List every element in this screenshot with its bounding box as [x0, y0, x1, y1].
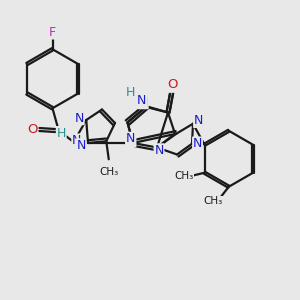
Text: H: H: [57, 127, 66, 140]
Text: H: H: [126, 86, 135, 99]
Text: N: N: [154, 144, 164, 157]
Text: N: N: [193, 137, 202, 150]
Text: N: N: [126, 134, 136, 146]
Text: O: O: [167, 79, 178, 92]
Text: N: N: [126, 133, 135, 146]
Text: N: N: [137, 94, 146, 107]
Text: N: N: [72, 134, 81, 147]
Text: O: O: [27, 123, 38, 136]
Text: O: O: [168, 79, 178, 92]
Text: F: F: [49, 26, 56, 39]
Text: CH₃: CH₃: [99, 167, 118, 177]
Text: CH₃: CH₃: [203, 196, 223, 206]
Text: N: N: [139, 95, 148, 109]
Text: H: H: [127, 88, 136, 101]
Text: CH₃: CH₃: [174, 171, 194, 181]
Text: N: N: [194, 114, 203, 127]
Text: N: N: [76, 139, 86, 152]
Text: N: N: [75, 112, 84, 124]
